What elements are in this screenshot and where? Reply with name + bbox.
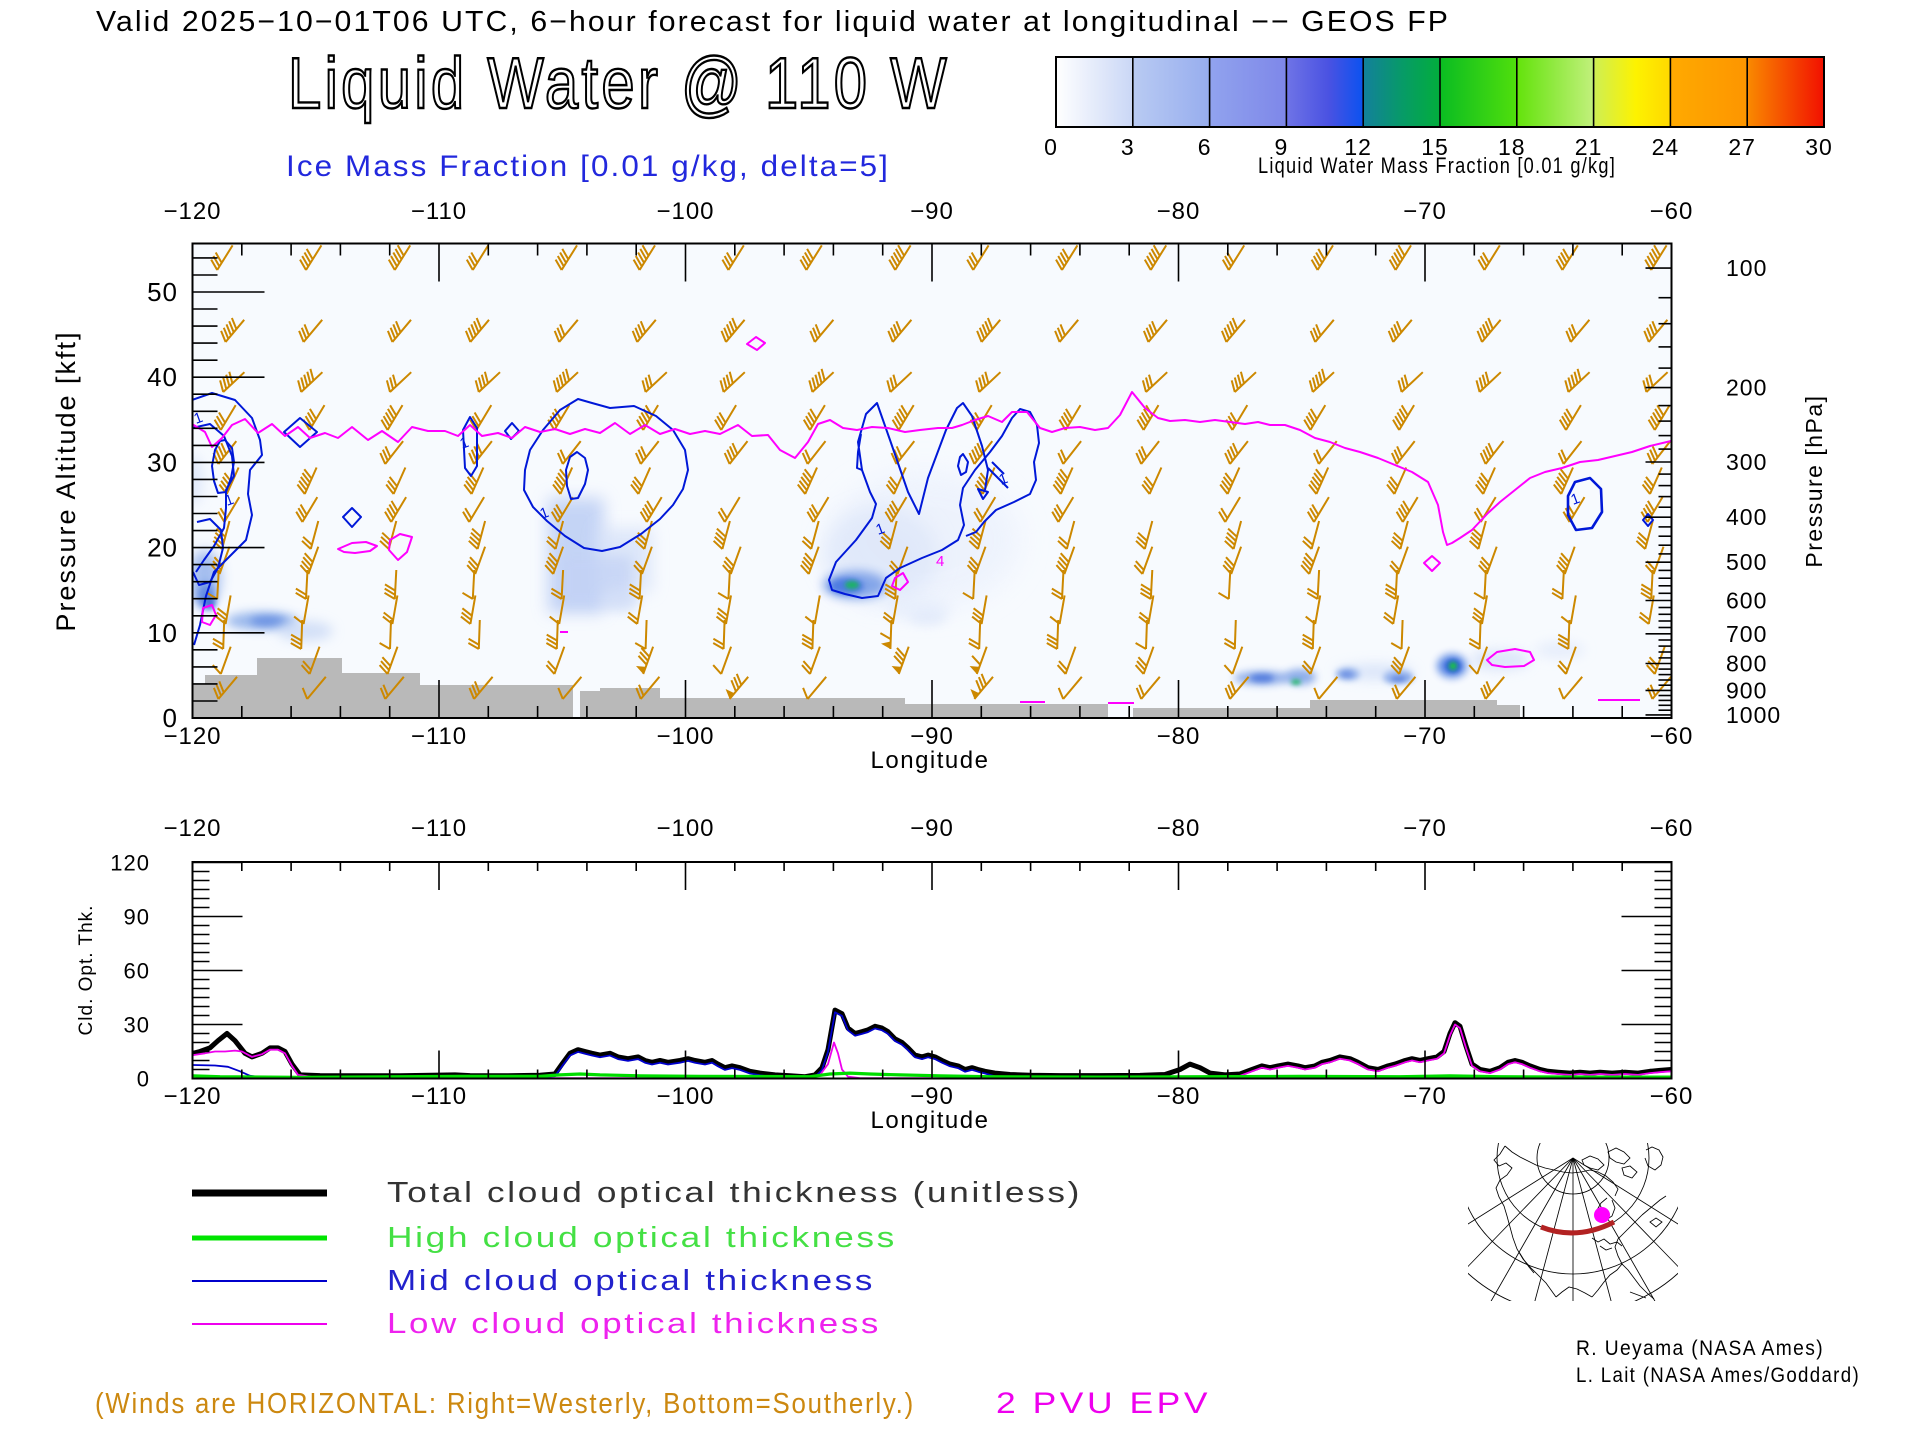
svg-text:−80: −80 [1157,815,1201,842]
svg-text:10: 10 [147,618,178,648]
svg-text:−100: −100 [656,815,714,842]
svg-text:−100: −100 [656,198,714,225]
svg-text:20: 20 [147,533,178,563]
svg-text:900: 900 [1726,677,1767,703]
svg-text:18: 18 [1498,134,1526,160]
svg-text:Longitude: Longitude [871,1107,990,1134]
svg-text:600: 600 [1726,587,1767,613]
svg-text:−60: −60 [1650,815,1694,842]
svg-text:−100: −100 [656,1083,714,1110]
svg-text:−120: −120 [163,723,221,750]
svg-text:−110: −110 [411,815,467,842]
svg-text:12: 12 [1344,134,1372,160]
svg-text:Low cloud optical thickness: Low cloud optical thickness [387,1308,881,1340]
svg-text:−90: −90 [910,723,954,750]
svg-text:−80: −80 [1157,723,1201,750]
svg-text:−60: −60 [1650,723,1694,750]
svg-text:Pressure [hPa]: Pressure [hPa] [1801,394,1827,567]
svg-text:30: 30 [147,447,178,477]
svg-text:24: 24 [1652,134,1680,160]
svg-text:2 PVU EPV: 2 PVU EPV [996,1387,1211,1420]
svg-text:−90: −90 [910,815,954,842]
svg-text:3: 3 [1121,134,1135,160]
svg-text:(Winds are HORIZONTAL: Right=W: (Winds are HORIZONTAL: Right=Westerly, B… [95,1388,915,1420]
svg-text:0: 0 [163,703,178,733]
svg-text:4: 4 [936,553,944,570]
svg-text:50: 50 [147,277,178,307]
svg-text:R. Ueyama (NASA Ames): R. Ueyama (NASA Ames) [1576,1337,1824,1360]
svg-text:30: 30 [124,1013,150,1038]
svg-text:1000: 1000 [1726,702,1781,728]
svg-text:−90: −90 [910,198,954,225]
svg-text:40: 40 [147,362,178,392]
svg-text:0: 0 [137,1067,150,1092]
svg-text:500: 500 [1726,549,1767,575]
svg-text:0: 0 [1044,134,1058,160]
svg-text:−70: −70 [1403,815,1447,842]
svg-text:−100: −100 [656,723,714,750]
svg-text:Valid 2025−10−01T06 UTC, 6−hou: Valid 2025−10−01T06 UTC, 6−hour forecast… [96,6,1450,38]
svg-text:Pressure Altitude [kft]: Pressure Altitude [kft] [51,330,81,631]
svg-text:Liquid Water Mass Fraction [0.: Liquid Water Mass Fraction [0.01 g/kg] [1258,153,1616,178]
svg-text:−80: −80 [1157,198,1201,225]
svg-text:9: 9 [1275,134,1289,160]
svg-text:21: 21 [1575,134,1603,160]
svg-text:6: 6 [1198,134,1212,160]
svg-text:120: 120 [110,851,150,876]
svg-text:100: 100 [1726,255,1767,281]
svg-text:−120: −120 [163,198,221,225]
svg-text:−80: −80 [1157,1083,1201,1110]
svg-text:−110: −110 [411,198,467,225]
svg-text:−90: −90 [910,1083,954,1110]
svg-text:−70: −70 [1403,198,1447,225]
svg-text:800: 800 [1726,651,1767,677]
svg-text:−60: −60 [1650,1083,1694,1110]
svg-text:60: 60 [124,959,150,984]
svg-text:400: 400 [1726,504,1767,530]
svg-text:−60: −60 [1650,198,1694,225]
svg-text:L. Lait (NASA Ames/Goddard): L. Lait (NASA Ames/Goddard) [1576,1364,1860,1387]
svg-text:200: 200 [1726,375,1767,401]
svg-text:30: 30 [1805,134,1833,160]
svg-text:90: 90 [124,905,150,930]
svg-text:27: 27 [1728,134,1756,160]
svg-text:−120: −120 [163,1083,221,1110]
svg-text:700: 700 [1726,621,1767,647]
svg-text:Cld. Opt. Thk.: Cld. Opt. Thk. [76,905,97,1036]
svg-text:300: 300 [1726,449,1767,475]
svg-text:Ice Mass Fraction [0.01 g/kg,: Ice Mass Fraction [0.01 g/kg, delta=5] [286,150,890,183]
svg-text:−110: −110 [411,1083,467,1110]
svg-text:−70: −70 [1403,723,1447,750]
svg-text:High cloud optical thickness: High cloud optical thickness [387,1222,897,1254]
svg-text:−110: −110 [411,723,467,750]
svg-text:Liquid Water @ 110 W: Liquid Water @ 110 W [288,44,950,124]
svg-text:Mid cloud optical thickness: Mid cloud optical thickness [387,1265,875,1297]
svg-text:15: 15 [1421,134,1449,160]
svg-text:−70: −70 [1403,1083,1447,1110]
svg-text:Longitude: Longitude [871,747,990,774]
svg-text:Total cloud optical thickness: Total cloud optical thickness (unitless) [387,1177,1082,1209]
svg-text:−120: −120 [163,815,221,842]
